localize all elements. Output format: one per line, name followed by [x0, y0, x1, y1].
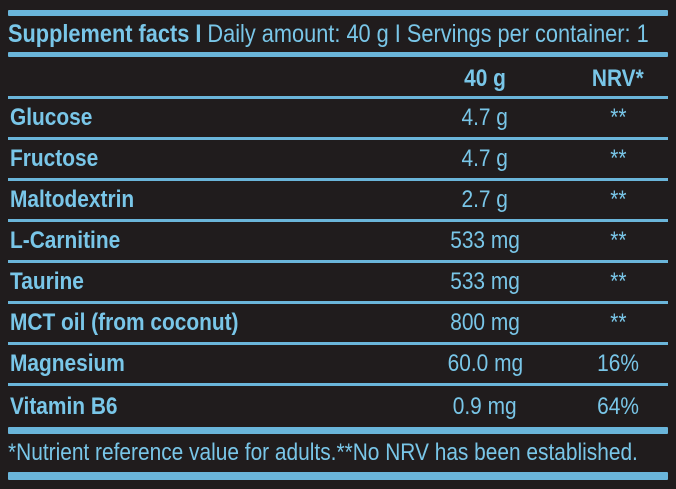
ingredient-amount: 533 mg: [450, 268, 520, 295]
ingredient-amount: 4.7 g: [461, 104, 509, 131]
ingredient-nrv: **: [609, 309, 627, 336]
table-row-glucose: Glucose 4.7 g **: [8, 99, 668, 140]
column-header-amount: 40 g: [464, 64, 506, 92]
ingredient-amount: 4.7 g: [461, 145, 509, 172]
ingredient-nrv: **: [609, 268, 627, 295]
ingredient-nrv: **: [609, 186, 627, 213]
label-header: Supplement facts I Daily amount: 40 g I …: [8, 16, 668, 52]
ingredient-name: Fructose: [10, 145, 99, 172]
ingredient-nrv: **: [609, 104, 627, 131]
ingredient-amount: 0.9 mg: [453, 392, 517, 420]
ingredient-name: Taurine: [10, 268, 84, 295]
ingredient-amount: 800 mg: [450, 309, 520, 336]
header-title: Supplement facts I: [8, 19, 202, 48]
bottom-divider: [8, 472, 668, 480]
ingredient-name: Glucose: [10, 104, 93, 131]
table-row-taurine: Taurine 533 mg **: [8, 263, 668, 304]
footer-divider: [8, 427, 668, 434]
header-info: Daily amount: 40 g I Servings per contai…: [207, 19, 649, 48]
ingredient-name: Magnesium: [10, 350, 125, 377]
ingredient-name: MCT oil (from coconut): [10, 309, 239, 336]
ingredient-nrv: 16%: [597, 350, 639, 377]
footnote-text: *Nutrient reference value for adults.**N…: [8, 439, 638, 466]
column-header-nrv: NRV*: [592, 64, 644, 92]
ingredient-name: Vitamin B6: [10, 392, 118, 420]
ingredient-nrv: **: [609, 145, 627, 172]
ingredient-amount: 60.0 mg: [447, 350, 523, 377]
footnote: *Nutrient reference value for adults.**N…: [8, 434, 668, 472]
ingredient-name: L-Carnitine: [10, 227, 121, 254]
table-row-maltodextrin: Maltodextrin 2.7 g **: [8, 181, 668, 222]
ingredient-amount: 533 mg: [450, 227, 520, 254]
header-line: Supplement facts I Daily amount: 40 g I …: [8, 20, 649, 49]
ingredient-amount: 2.7 g: [461, 186, 509, 213]
table-row-l-carnitine: L-Carnitine 533 mg **: [8, 222, 668, 263]
ingredient-nrv: 64%: [597, 392, 639, 420]
top-divider: [8, 10, 668, 16]
table-row-vitamin-b6: Vitamin B6 0.9 mg 64%: [8, 386, 668, 427]
column-header-row: 40 g NRV*: [8, 57, 668, 99]
table-row-mct-oil: MCT oil (from coconut) 800 mg **: [8, 304, 668, 345]
ingredient-nrv: **: [609, 227, 627, 254]
table-row-magnesium: Magnesium 60.0 mg 16%: [8, 345, 668, 386]
table-row-fructose: Fructose 4.7 g **: [8, 140, 668, 181]
ingredient-name: Maltodextrin: [10, 186, 135, 213]
header-divider: [8, 52, 668, 57]
